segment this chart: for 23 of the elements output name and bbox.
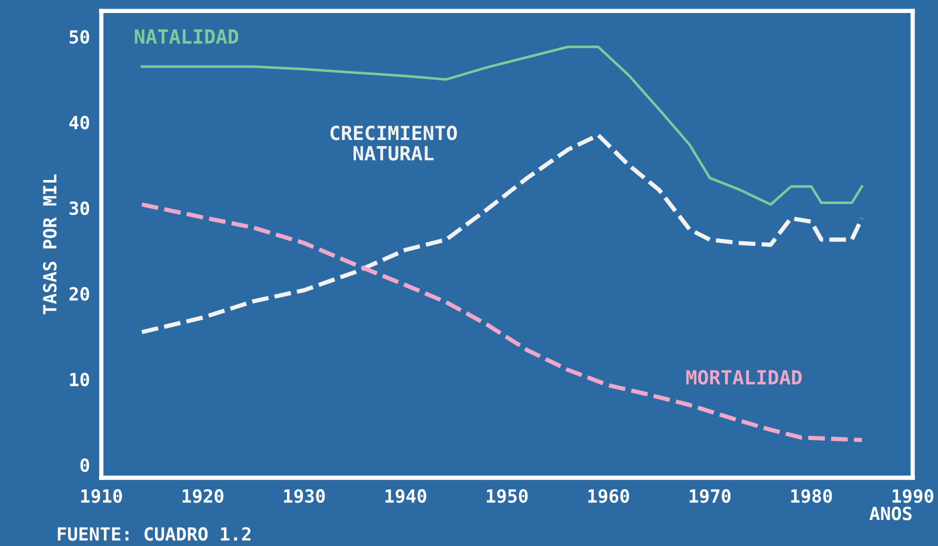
y-tick-label: 20 bbox=[69, 287, 90, 301]
x-axis-title: ANOS bbox=[869, 506, 912, 520]
x-tick-label: 1980 bbox=[791, 489, 832, 503]
x-tick-label: 1960 bbox=[588, 489, 630, 503]
y-axis-title: TASAS POR MIL bbox=[42, 174, 57, 314]
x-tick-label: 1950 bbox=[486, 489, 528, 503]
x-tick-label: 1910 bbox=[81, 489, 122, 503]
line-series bbox=[140, 202, 864, 442]
text: CRECIMIENTO NATURAL bbox=[330, 126, 457, 161]
x-tick-label: 1930 bbox=[284, 489, 325, 503]
series-label: MORTALIDAD bbox=[686, 370, 802, 385]
y-tick-label: 40 bbox=[69, 116, 90, 130]
y-tick-label: 50 bbox=[70, 30, 90, 44]
source-note: FUENTE: CUADRO 1.2 bbox=[58, 527, 250, 541]
y-tick-label: 10 bbox=[70, 372, 90, 386]
x-tick-label: 1970 bbox=[690, 489, 730, 503]
y-tick-label: 30 bbox=[70, 201, 90, 216]
x-tick-label: 1940 bbox=[385, 489, 426, 503]
x-tick-label: 1990 bbox=[892, 489, 934, 503]
x-tick-label: 1920 bbox=[182, 489, 224, 503]
y-tick-label: 0 bbox=[80, 458, 90, 472]
line-series bbox=[140, 46, 864, 206]
series-label: NATALIDAD bbox=[134, 29, 238, 44]
